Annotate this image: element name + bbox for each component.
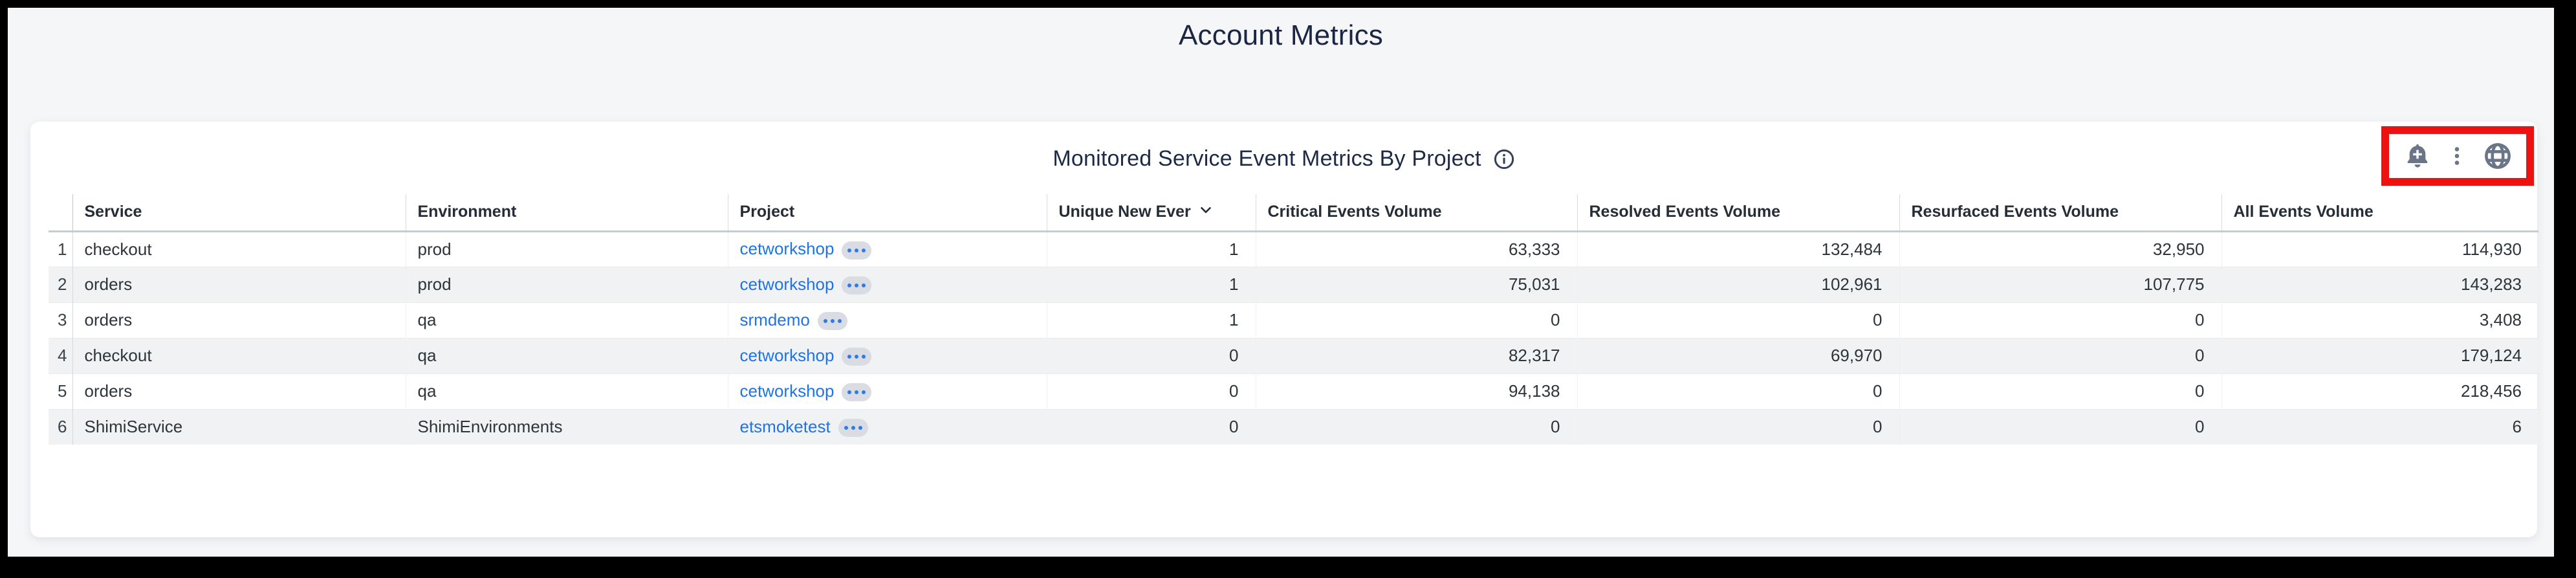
service-cell: checkout: [72, 231, 406, 267]
info-icon[interactable]: [1493, 148, 1515, 170]
row-number: 5: [49, 373, 72, 409]
all-events-volume-cell: 143,283: [2221, 266, 2538, 302]
widget-header: Monitored Service Event Metrics By Proje…: [30, 146, 2537, 172]
row-number-header: [49, 194, 72, 232]
ellipsis-pill[interactable]: [842, 276, 872, 295]
resolved-events-volume-cell: 0: [1577, 408, 1899, 445]
globe-icon[interactable]: [2483, 141, 2513, 171]
environment-cell: qa: [405, 373, 728, 409]
annotation-rectangle: [2381, 126, 2534, 186]
dashboard-page: Account Metrics Monitored Service Event …: [8, 8, 2554, 557]
bell-plus-icon[interactable]: [2403, 142, 2432, 170]
row-number: 2: [49, 266, 72, 302]
project-cell: cetworkshop: [727, 337, 1047, 373]
resurfaced-events-volume-cell: 0: [1899, 337, 2221, 373]
resurfaced-events-volume-cell: 0: [1899, 302, 2221, 338]
row-number: 6: [49, 408, 72, 445]
unique-new-events-cell: 0: [1046, 408, 1256, 445]
environment-cell: qa: [405, 302, 728, 338]
environment-cell: ShimiEnvironments: [405, 408, 728, 445]
table-header-row: Service Environment Project Unique New E…: [49, 194, 2538, 232]
table-row: 2 orders prod cetworkshop 1 75,031 102,9…: [49, 266, 2538, 302]
column-header-critical-events-volume[interactable]: Critical Events Volume: [1255, 194, 1577, 232]
unique-new-events-cell: 1: [1046, 266, 1256, 302]
project-link[interactable]: etsmoketest: [739, 417, 831, 437]
environment-cell: prod: [405, 231, 728, 267]
table-row: 6 ShimiService ShimiEnvironments etsmoke…: [49, 408, 2538, 445]
ellipsis-pill[interactable]: [838, 419, 868, 438]
critical-events-volume-cell: 63,333: [1255, 231, 1577, 267]
resolved-events-volume-cell: 0: [1577, 302, 1899, 338]
project-link[interactable]: srmdemo: [739, 309, 810, 329]
service-cell: orders: [72, 373, 406, 409]
unique-new-events-cell: 0: [1046, 373, 1256, 409]
project-link[interactable]: cetworkshop: [739, 239, 835, 259]
table-row: 3 orders qa srmdemo 1 0 0 0 3,408: [49, 302, 2538, 338]
environment-cell: qa: [405, 337, 728, 373]
column-header-resolved-events-volume[interactable]: Resolved Events Volume: [1577, 194, 1899, 232]
project-cell: cetworkshop: [727, 231, 1047, 267]
row-number: 3: [49, 302, 72, 338]
table-row: 4 checkout qa cetworkshop 0 82,317 69,97…: [49, 337, 2538, 373]
resurfaced-events-volume-cell: 32,950: [1899, 231, 2221, 267]
widget-card: Monitored Service Event Metrics By Proje…: [30, 122, 2538, 537]
project-cell: etsmoketest: [727, 408, 1047, 445]
project-link[interactable]: cetworkshop: [739, 274, 835, 294]
all-events-volume-cell: 179,124: [2221, 337, 2538, 373]
widget-title: Monitored Service Event Metrics By Proje…: [1053, 146, 1481, 171]
resolved-events-volume-cell: 69,970: [1577, 337, 1899, 373]
resurfaced-events-volume-cell: 107,775: [1899, 266, 2221, 302]
column-header-service[interactable]: Service: [72, 194, 406, 232]
project-cell: srmdemo: [727, 302, 1047, 338]
ellipsis-pill[interactable]: [842, 383, 872, 402]
resurfaced-events-volume-cell: 0: [1899, 408, 2221, 445]
metrics-table: Service Environment Project Unique New E…: [49, 194, 2538, 445]
table-row: 1 checkout prod cetworkshop 1 63,333 132…: [49, 231, 2538, 267]
row-number: 4: [49, 337, 72, 373]
column-header-unique-new-events[interactable]: Unique New Ever: [1046, 194, 1256, 232]
column-header-project[interactable]: Project: [727, 194, 1047, 232]
service-cell: orders: [72, 302, 406, 338]
resolved-events-volume-cell: 102,961: [1577, 266, 1899, 302]
table-row: 5 orders qa cetworkshop 0 94,138 0 0 218…: [49, 373, 2538, 409]
kebab-menu-icon[interactable]: [2445, 143, 2469, 169]
resolved-events-volume-cell: 0: [1577, 373, 1899, 409]
all-events-volume-cell: 3,408: [2221, 302, 2538, 338]
critical-events-volume-cell: 82,317: [1255, 337, 1577, 373]
critical-events-volume-cell: 0: [1255, 302, 1577, 338]
page-title: Account Metrics: [1179, 19, 1383, 51]
resurfaced-events-volume-cell: 0: [1899, 373, 2221, 409]
row-number: 1: [58, 239, 67, 259]
chevron-down-icon: [1197, 201, 1214, 223]
column-header-resurfaced-events-volume[interactable]: Resurfaced Events Volume: [1899, 194, 2221, 232]
column-header-all-events-volume[interactable]: All Events Volume: [2221, 194, 2538, 232]
critical-events-volume-cell: 0: [1255, 408, 1577, 445]
all-events-volume-cell: 114,930: [2221, 231, 2538, 267]
ellipsis-pill[interactable]: [817, 312, 847, 331]
environment-cell: prod: [405, 266, 728, 302]
resolved-events-volume-cell: 132,484: [1577, 231, 1899, 267]
ellipsis-pill[interactable]: [842, 241, 872, 260]
service-cell: ShimiService: [72, 408, 406, 445]
service-cell: orders: [72, 266, 406, 302]
unique-new-events-cell: 0: [1046, 337, 1256, 373]
unique-new-events-cell: 1: [1046, 302, 1256, 338]
project-link[interactable]: cetworkshop: [739, 345, 835, 365]
project-cell: cetworkshop: [727, 266, 1047, 302]
project-cell: cetworkshop: [727, 373, 1047, 409]
unique-new-events-cell: 1: [1046, 231, 1256, 267]
critical-events-volume-cell: 75,031: [1255, 266, 1577, 302]
critical-events-volume-cell: 94,138: [1255, 373, 1577, 409]
all-events-volume-cell: 6: [2221, 408, 2538, 445]
all-events-volume-cell: 218,456: [2221, 373, 2538, 409]
service-cell: checkout: [72, 337, 406, 373]
project-link[interactable]: cetworkshop: [739, 381, 835, 401]
column-header-environment[interactable]: Environment: [405, 194, 728, 232]
ellipsis-pill[interactable]: [842, 348, 872, 366]
